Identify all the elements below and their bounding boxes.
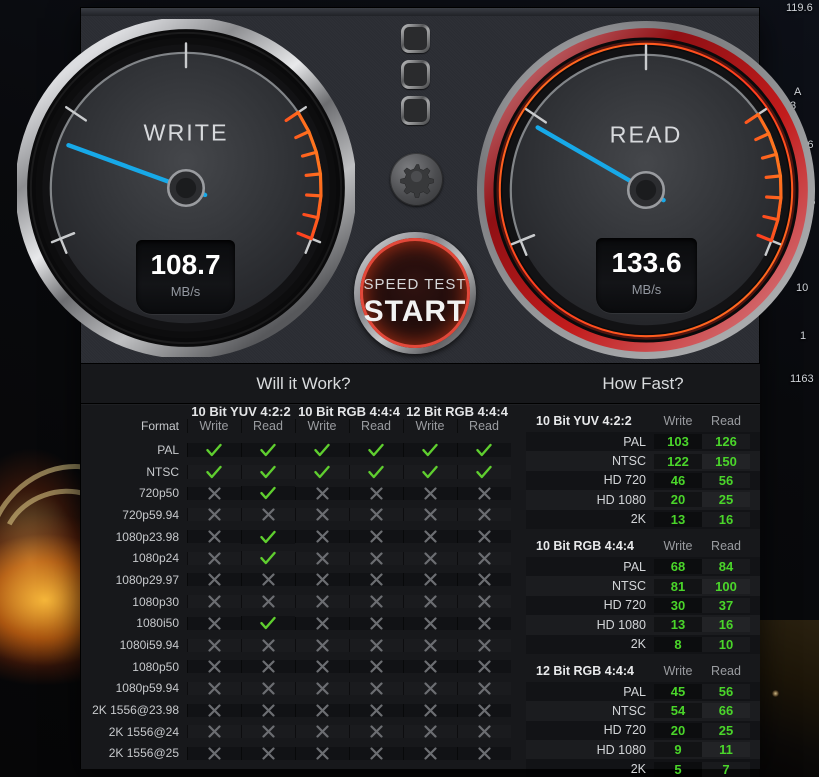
svg-text:READ: READ [610, 122, 683, 148]
svg-text:WRITE: WRITE [143, 120, 228, 146]
